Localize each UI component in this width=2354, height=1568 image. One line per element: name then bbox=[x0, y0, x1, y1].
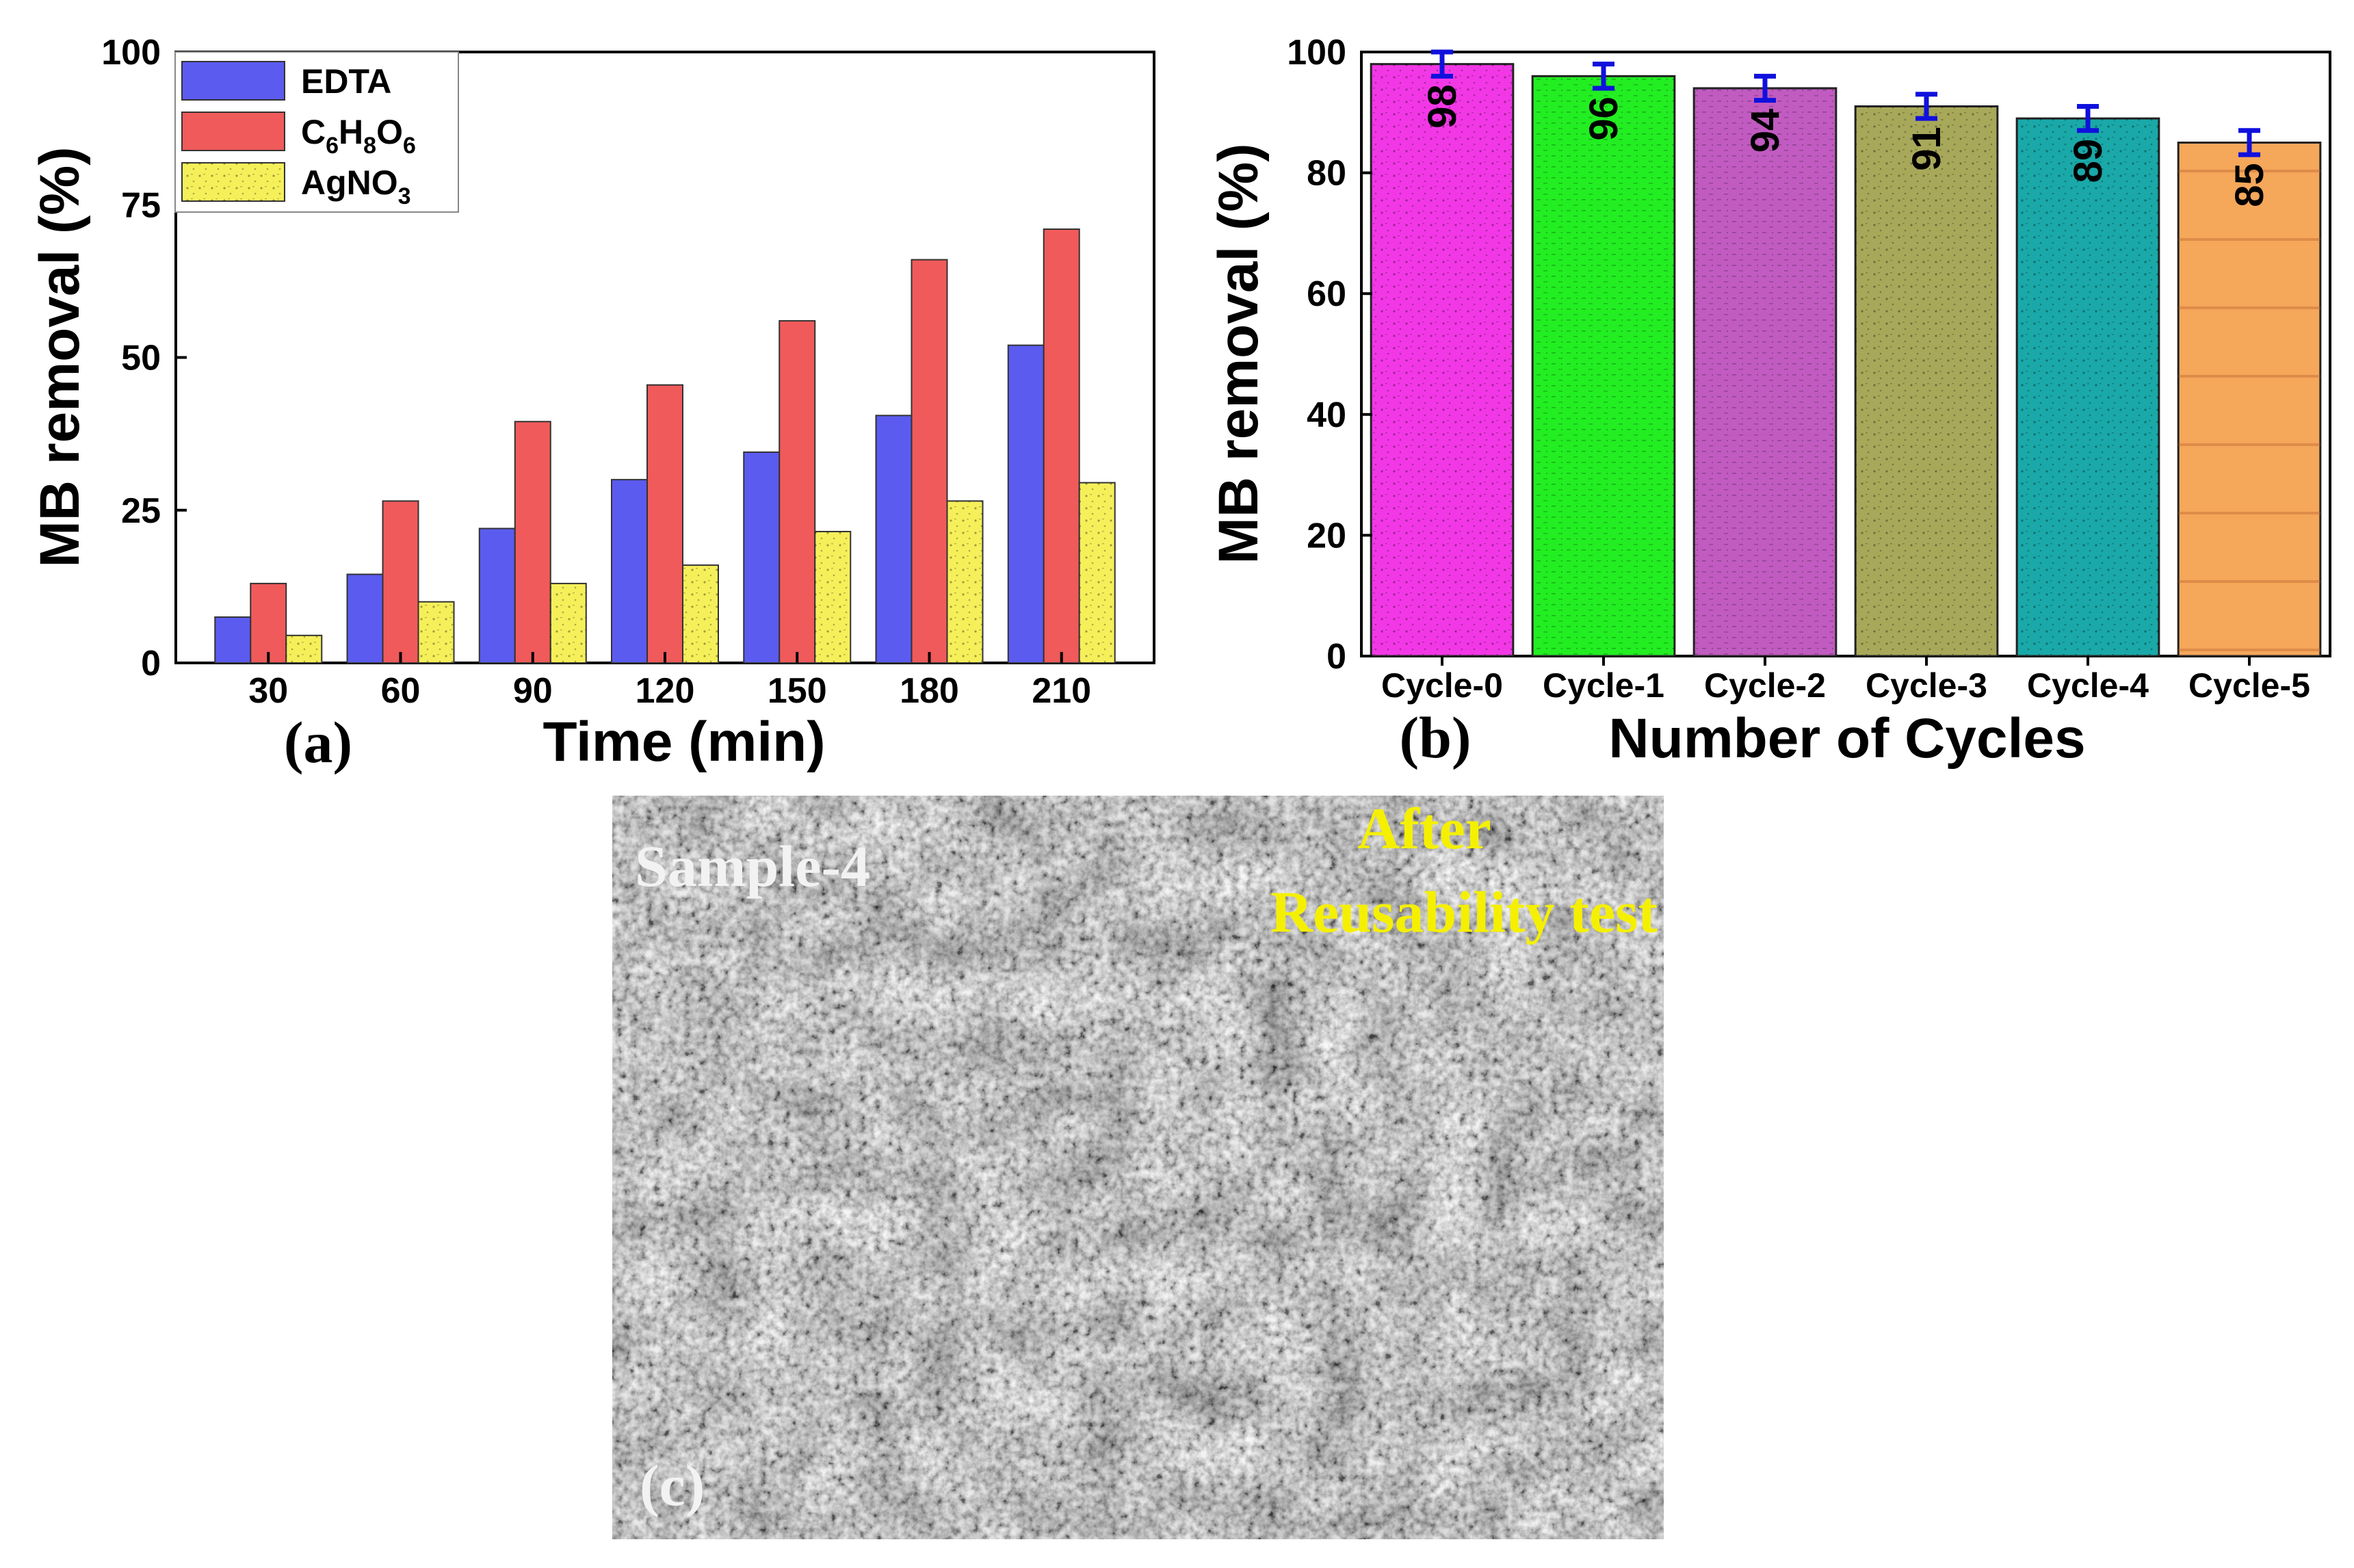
y-tick-label-b-20: 20 bbox=[1307, 516, 1346, 556]
bar-c6h8o6-30 bbox=[250, 582, 287, 664]
bar-c6h8o6-180 bbox=[911, 259, 948, 664]
bar-c6h8o6-150 bbox=[779, 319, 816, 664]
legend-item-edta: EDTA bbox=[181, 61, 391, 101]
x-tick-label-a-150: 150 bbox=[768, 671, 827, 711]
bar-texture-agno3-210 bbox=[1079, 482, 1115, 663]
y-tick-label-b-0: 0 bbox=[1326, 637, 1346, 677]
bar-c6h8o6-60 bbox=[382, 500, 419, 664]
legend-label-agno3: AgNO3 bbox=[301, 164, 411, 209]
legend-label-c6h8o6: C6H8O6 bbox=[301, 113, 416, 159]
bar-texture-cycle-1 bbox=[1532, 76, 1675, 656]
x-tick-label-cycle-0: Cycle-0 bbox=[1381, 666, 1503, 705]
x-axis-title-a: Time (min) bbox=[542, 711, 825, 773]
legend-label-edta: EDTA bbox=[301, 62, 391, 101]
legend-swatch-agno3-texture bbox=[182, 163, 285, 201]
x-tick-label-cycle-1: Cycle-1 bbox=[1543, 666, 1664, 705]
bar-texture-cycle-2 bbox=[1694, 88, 1836, 657]
plot-area-b bbox=[1360, 51, 2331, 657]
y-tick-label-a-25: 25 bbox=[121, 491, 161, 531]
y-tick-label-b-100: 100 bbox=[1287, 33, 1346, 73]
y-tick-label-b-40: 40 bbox=[1307, 395, 1346, 435]
bar-texture-agno3-150 bbox=[815, 532, 851, 663]
bar-texture-cycle-4 bbox=[2017, 118, 2159, 656]
y-tick-label-a-75: 75 bbox=[121, 185, 161, 225]
bar-texture-cycle-3 bbox=[1855, 106, 1998, 657]
x-tick-label-a-30: 30 bbox=[248, 671, 288, 711]
bar-texture-agno3-60 bbox=[418, 601, 454, 663]
x-tick-label-cycle-5: Cycle-5 bbox=[2188, 666, 2310, 705]
x-tick-label-cycle-4: Cycle-4 bbox=[2027, 666, 2149, 705]
legend-swatch-c6h8o6 bbox=[181, 112, 285, 151]
x-tick-label-a-210: 210 bbox=[1032, 671, 1091, 711]
value-label-cycle-3: 91 bbox=[1905, 127, 1949, 171]
bars-a bbox=[214, 228, 1116, 664]
sem-sample-label: Sample-4 bbox=[635, 833, 870, 899]
value-label-cycle-4: 89 bbox=[2066, 139, 2110, 183]
x-tick-label-a-60: 60 bbox=[381, 671, 421, 711]
bar-texture-agno3-120 bbox=[683, 565, 718, 663]
x-tick-label-a-120: 120 bbox=[636, 671, 695, 711]
y-tick-label-a-100: 100 bbox=[101, 33, 161, 73]
legend-a: EDTA C6H8O6 AgNO3 bbox=[174, 51, 459, 213]
sem-caption-line2: Reusability test bbox=[1270, 879, 1658, 945]
bar-edta-180 bbox=[875, 415, 913, 664]
bar-edta-150 bbox=[743, 451, 781, 664]
legend-item-agno3: AgNO3 bbox=[181, 162, 411, 209]
bar-c6h8o6-120 bbox=[646, 384, 683, 664]
panel-label-b: (b) bbox=[1399, 705, 1471, 770]
x-axis-ticks-b: Cycle-0 Cycle-1 Cycle-2 Cycle-3 Cycle-4 Cycle… bbox=[1381, 656, 2310, 705]
y-axis-title-b: MB removal (%) bbox=[1207, 143, 1270, 564]
sem-caption-line1: After bbox=[1357, 796, 1491, 861]
x-tick-label-a-90: 90 bbox=[513, 671, 553, 711]
y-axis-ticks-b: 0 20 40 60 80 100 bbox=[1287, 33, 1372, 677]
bar-edta-60 bbox=[346, 573, 384, 664]
panel-label-c: (c) bbox=[640, 1452, 705, 1518]
y-tick-label-a-0: 0 bbox=[141, 644, 161, 683]
x-tick-label-a-180: 180 bbox=[900, 671, 959, 711]
x-axis-ticks-a: 30 60 90 120 150 180 210 bbox=[248, 652, 1091, 711]
legend-swatch-edta bbox=[181, 61, 285, 101]
value-label-cycle-5: 85 bbox=[2227, 163, 2272, 207]
y-axis-title-a: MB removal (%) bbox=[29, 146, 91, 567]
bar-edta-90 bbox=[478, 527, 516, 664]
value-label-cycle-1: 96 bbox=[1582, 96, 1626, 141]
x-axis-title-b: Number of Cycles bbox=[1608, 707, 2085, 770]
bar-texture-cycle-5 bbox=[2178, 142, 2320, 656]
y-axis-ticks-a: 0 25 50 75 100 bbox=[101, 33, 187, 683]
sem-image-shading bbox=[612, 796, 1664, 1539]
y-tick-label-b-80: 80 bbox=[1307, 154, 1346, 194]
y-tick-label-a-50: 50 bbox=[121, 339, 161, 378]
chart-panel-b: 98 96 94 91 89 85 0 20 40 60 80 100 Cycle-0 Cycle-1… bbox=[1207, 33, 2331, 770]
bar-edta-120 bbox=[611, 479, 648, 664]
panel-label-a: (a) bbox=[284, 709, 352, 775]
value-label-cycle-2: 94 bbox=[1743, 109, 1788, 153]
bar-c6h8o6-90 bbox=[514, 421, 551, 664]
bar-texture-agno3-90 bbox=[550, 583, 586, 663]
x-tick-label-cycle-2: Cycle-2 bbox=[1704, 666, 1826, 705]
bar-c6h8o6-210 bbox=[1043, 228, 1080, 664]
bar-texture-agno3-30 bbox=[286, 635, 322, 663]
bar-edta-210 bbox=[1007, 344, 1045, 664]
x-tick-label-cycle-3: Cycle-3 bbox=[1866, 666, 1987, 705]
bar-texture-agno3-180 bbox=[947, 501, 983, 663]
value-label-cycle-0: 98 bbox=[1420, 84, 1465, 129]
y-tick-label-b-60: 60 bbox=[1307, 274, 1346, 314]
bar-edta-30 bbox=[214, 616, 252, 664]
bar-texture-cycle-0 bbox=[1371, 64, 1513, 656]
sem-image-panel: Sample-4 After Reusability test (c) bbox=[612, 796, 1664, 1539]
chart-panel-a: 0 25 50 75 100 30 60 90 120 150 180 210 MB removal… bbox=[29, 33, 1155, 775]
legend-item-c6h8o6: C6H8O6 bbox=[181, 112, 416, 159]
